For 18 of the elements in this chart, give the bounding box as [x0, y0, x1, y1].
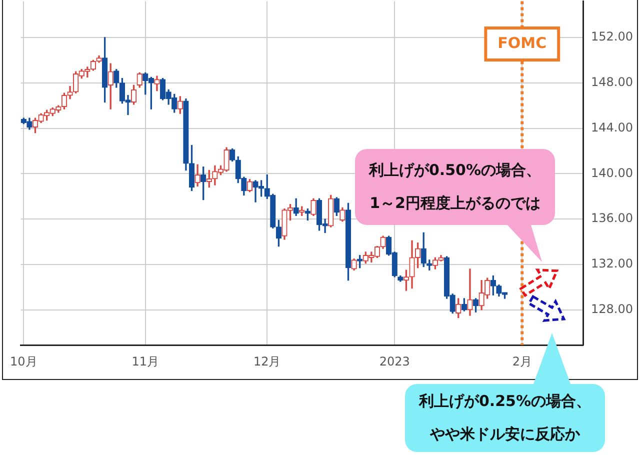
text: 利上げが0.25%の場合、 [418, 391, 592, 412]
annotation: 利上げが0.50%の場合、 [368, 160, 542, 181]
y-tick-label: 148.00 [591, 75, 633, 90]
x-tick-label: 2023 [379, 354, 410, 368]
annotation: 1～2円程度上がるのでは [368, 193, 542, 214]
x-tick-label: 2月 [512, 354, 532, 368]
y-tick-label: 128.00 [591, 302, 633, 316]
candlestick [467, 268, 473, 316]
y-tick-label: 144.00 [591, 120, 633, 134]
text: やや米ドル安に反応か [428, 424, 581, 445]
y-tick-label: 136.00 [591, 211, 633, 226]
x-tick-label: 10月 [10, 354, 38, 368]
x-tick-label: 12月 [253, 354, 281, 368]
y-tick-label: 152.00 [591, 30, 633, 44]
y-tick-label: 140.00 [591, 166, 633, 180]
x-tick-label: 11月 [132, 354, 160, 368]
y-tick-label: 132.00 [591, 256, 633, 271]
ref-line-label: FOMC [498, 34, 547, 52]
